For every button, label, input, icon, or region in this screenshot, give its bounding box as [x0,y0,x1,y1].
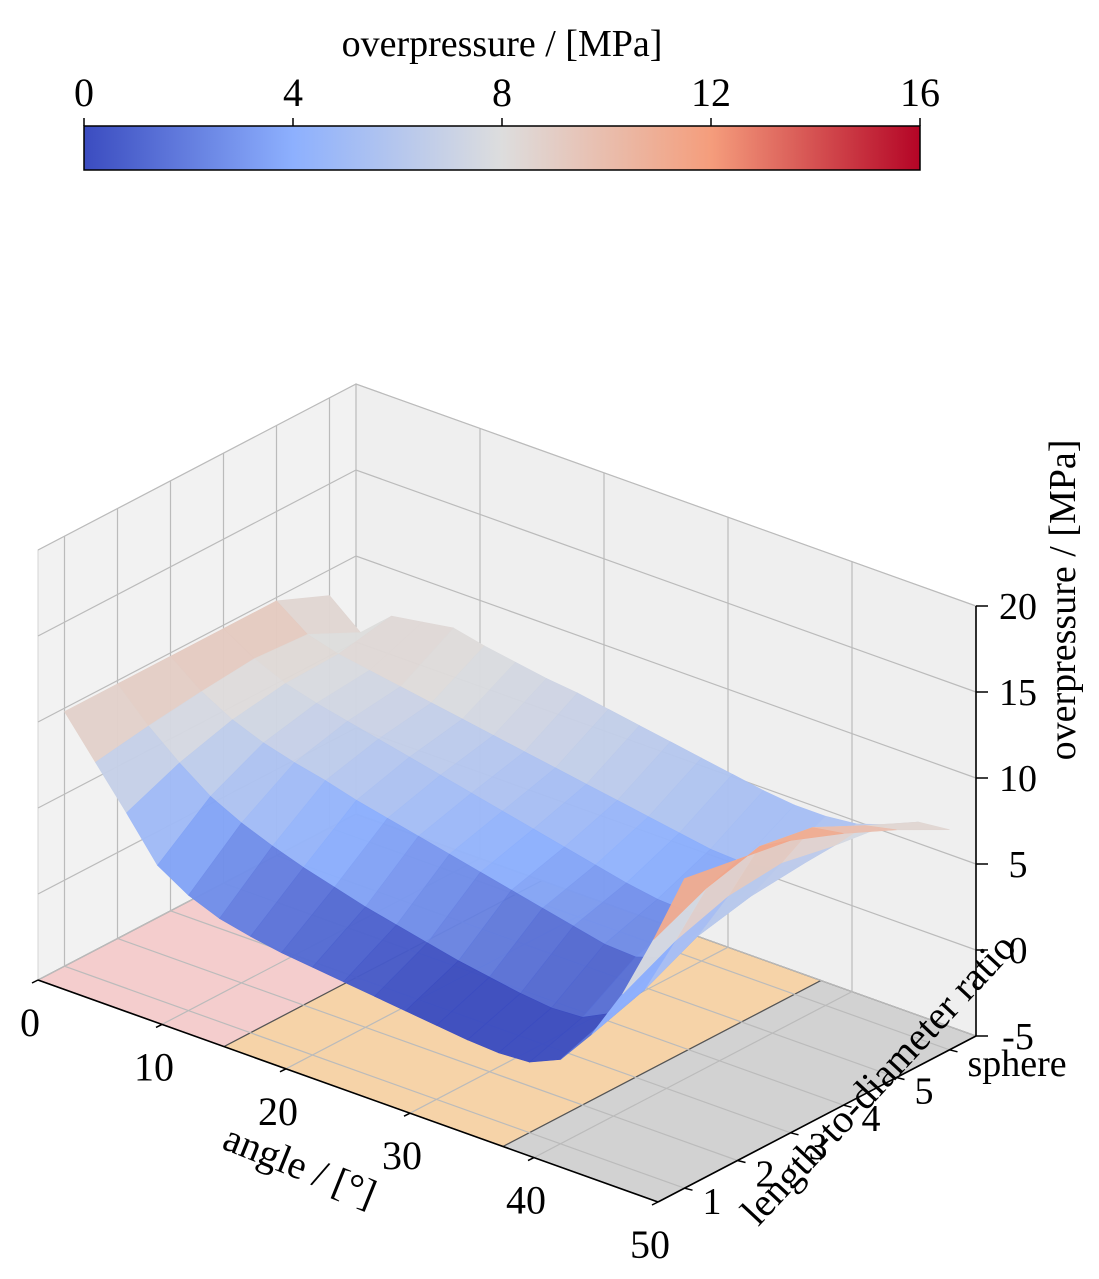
x-tick-label: 50 [630,1222,670,1267]
axis-lines [37,606,977,1203]
y-tick-label: 3 [809,1126,828,1168]
z-tick-label: 5 [1009,844,1028,886]
y-tick-mark [790,1132,799,1136]
x-tick-mark [651,1201,659,1206]
colorbar-tick-label: 16 [900,70,940,115]
y-gridline [169,480,791,1134]
x-gridline [533,561,853,1159]
colorbar-label: overpressure / [MPa] [342,23,663,65]
colorbar-gradient [83,125,921,171]
z-tick-label: 0 [1009,930,1028,972]
surface-mesh [64,595,950,1063]
y-tick-label: sphere [968,1043,1067,1085]
y-tick-label: 5 [915,1071,934,1113]
y-tick-mark [737,1159,746,1164]
colorbar: overpressure / [MPa] 0 4 8 12 16 [74,23,940,171]
colorbar-tick-label: 4 [283,70,303,115]
z-tick-label: 10 [999,758,1037,800]
x-tick-mark [31,979,39,984]
z-axis-ticks: -5 0 5 10 15 20 [976,586,1037,1058]
x-tick-label: 10 [134,1044,174,1089]
z-tick-label: 20 [999,586,1037,628]
colorbar-tick-label: 8 [492,70,512,115]
y-gridline [116,508,738,1162]
y-tick-mark [684,1187,693,1191]
z-tick-label: 15 [999,672,1037,714]
x-tick-label: 40 [506,1178,546,1223]
y-tick-label: 4 [862,1098,881,1140]
colorbar-tick-label: 12 [691,70,731,115]
x-axis-label: angle / [°] [217,1115,383,1217]
y-tick-label: 1 [703,1181,722,1223]
y-tick-label: 2 [756,1154,775,1196]
x-tick-label: 20 [258,1089,298,1134]
z-tick-label: -5 [1002,1016,1034,1058]
x-axis-line [37,979,659,1203]
x-tick-mark [527,1156,535,1162]
x-tick-mark [403,1112,411,1117]
colorbar-ticks: 0 4 8 12 16 [74,70,940,126]
surface-patch [653,859,738,940]
x-tick-label: 0 [20,1000,40,1045]
x-tick-mark [279,1068,287,1073]
y-axis-line [657,1035,977,1203]
colorbar-tick-label: 0 [74,70,94,115]
x-tick-mark [155,1023,163,1029]
z-axis-label: overpressure / [MPa] [1042,440,1084,761]
y-tick-mark [896,1076,905,1081]
x-axis-ticks: 0 10 20 30 40 50 [20,979,670,1267]
y-tick-mark [949,1049,958,1053]
x-tick-label: 30 [382,1133,422,1178]
y-tick-mark [843,1104,852,1108]
y-gridline [63,536,685,1189]
